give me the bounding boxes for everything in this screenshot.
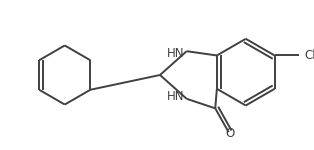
Text: HN: HN	[167, 47, 185, 60]
Text: Cl: Cl	[304, 49, 314, 62]
Text: HN: HN	[167, 90, 185, 103]
Text: O: O	[225, 127, 234, 140]
